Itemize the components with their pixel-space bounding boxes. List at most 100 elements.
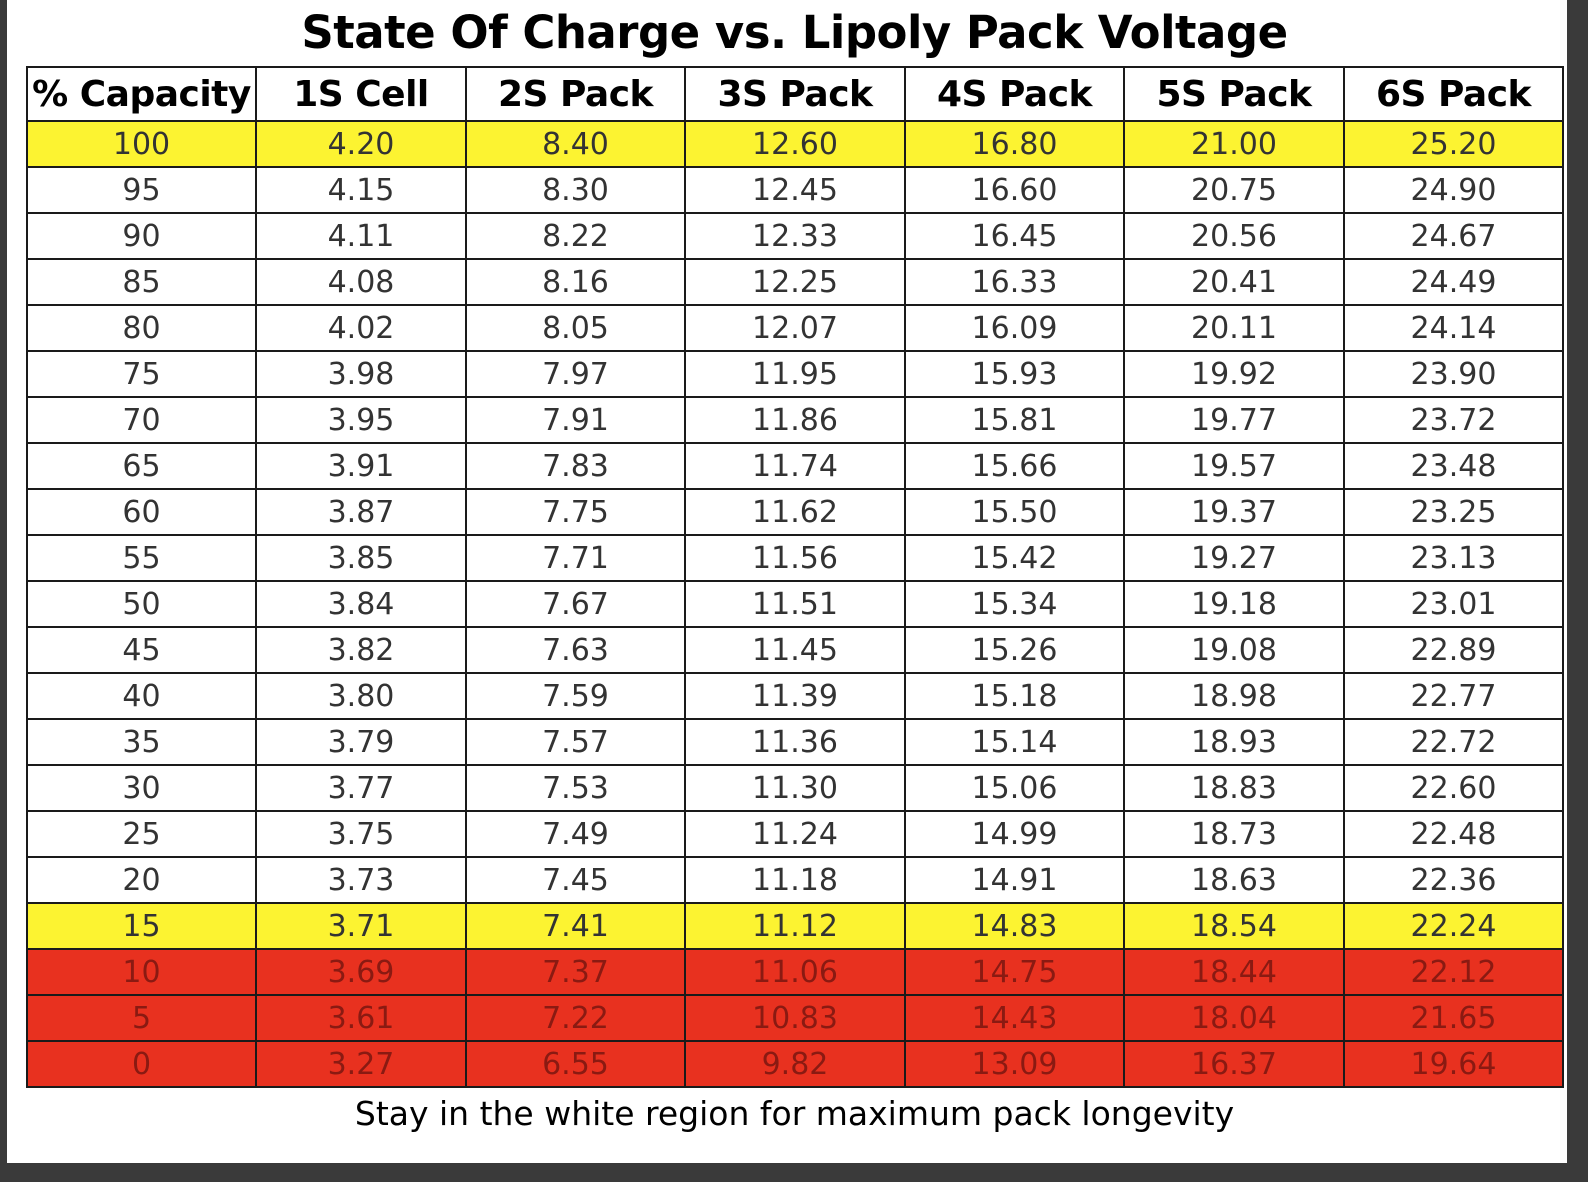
voltage-cell: 15.18 bbox=[904, 672, 1125, 720]
voltage-cell: 18.04 bbox=[1123, 994, 1345, 1042]
voltage-cell: 9.82 bbox=[684, 1040, 906, 1088]
table-row: 55 3.85 7.71 11.56 15.42 19.27 23.13 bbox=[26, 534, 1564, 582]
voltage-cell: 24.49 bbox=[1343, 258, 1564, 306]
voltage-cell: 7.53 bbox=[465, 764, 686, 812]
voltage-cell: 11.62 bbox=[684, 488, 906, 536]
voltage-cell: 22.48 bbox=[1343, 810, 1564, 858]
table-row: 85 4.08 8.16 12.25 16.33 20.41 24.49 bbox=[26, 258, 1564, 306]
capacity-cell: 50 bbox=[26, 580, 257, 628]
voltage-cell: 11.36 bbox=[684, 718, 906, 766]
voltage-cell: 19.57 bbox=[1123, 442, 1345, 490]
chart-title: State Of Charge vs. Lipoly Pack Voltage bbox=[301, 6, 1288, 59]
voltage-cell: 7.37 bbox=[465, 948, 686, 996]
voltage-cell: 15.66 bbox=[904, 442, 1125, 490]
table-row: 95 4.15 8.30 12.45 16.60 20.75 24.90 bbox=[26, 166, 1564, 214]
voltage-cell: 15.50 bbox=[904, 488, 1125, 536]
voltage-cell: 7.71 bbox=[465, 534, 686, 582]
capacity-cell: 100 bbox=[26, 120, 257, 168]
voltage-cell: 21.65 bbox=[1343, 994, 1564, 1042]
voltage-cell: 19.92 bbox=[1123, 350, 1345, 398]
voltage-cell: 22.60 bbox=[1343, 764, 1564, 812]
voltage-cell: 20.56 bbox=[1123, 212, 1345, 260]
capacity-cell: 40 bbox=[26, 672, 257, 720]
voltage-cell: 22.12 bbox=[1343, 948, 1564, 996]
voltage-cell: 11.12 bbox=[684, 902, 906, 950]
voltage-cell: 16.09 bbox=[904, 304, 1125, 352]
voltage-cell: 20.75 bbox=[1123, 166, 1345, 214]
voltage-cell: 3.71 bbox=[255, 902, 467, 950]
voltage-cell: 12.25 bbox=[684, 258, 906, 306]
voltage-cell: 8.40 bbox=[465, 120, 686, 168]
chart-caption: Stay in the white region for maximum pac… bbox=[354, 1094, 1235, 1133]
voltage-cell: 8.30 bbox=[465, 166, 686, 214]
capacity-cell: 85 bbox=[26, 258, 257, 306]
voltage-cell: 22.24 bbox=[1343, 902, 1564, 950]
table-body: 100 4.20 8.40 12.60 16.80 21.00 25.20 95 4.15 8.3… bbox=[26, 120, 1564, 1088]
capacity-cell: 20 bbox=[26, 856, 257, 904]
table-row: 60 3.87 7.75 11.62 15.50 19.37 23.25 bbox=[26, 488, 1564, 536]
table-row: 20 3.73 7.45 11.18 14.91 18.63 22.36 bbox=[26, 856, 1564, 904]
capacity-cell: 10 bbox=[26, 948, 257, 996]
voltage-cell: 7.59 bbox=[465, 672, 686, 720]
voltage-cell: 3.61 bbox=[255, 994, 467, 1042]
table-header: % Capacity 1S Cell 2S Pack 3S Pack 4S Pack 5S… bbox=[26, 66, 1564, 122]
voltage-cell: 3.75 bbox=[255, 810, 467, 858]
voltage-cell: 7.57 bbox=[465, 718, 686, 766]
voltage-cell: 4.11 bbox=[255, 212, 467, 260]
voltage-cell: 23.72 bbox=[1343, 396, 1564, 444]
voltage-cell: 23.13 bbox=[1343, 534, 1564, 582]
capacity-cell: 0 bbox=[26, 1040, 257, 1088]
voltage-cell: 19.77 bbox=[1123, 396, 1345, 444]
voltage-cell: 15.26 bbox=[904, 626, 1125, 674]
voltage-cell: 16.33 bbox=[904, 258, 1125, 306]
table-row: 5 3.61 7.22 10.83 14.43 18.04 21.65 bbox=[26, 994, 1564, 1042]
voltage-cell: 7.22 bbox=[465, 994, 686, 1042]
voltage-cell: 22.77 bbox=[1343, 672, 1564, 720]
chart-frame: State Of Charge vs. Lipoly Pack Voltage … bbox=[7, 0, 1567, 1163]
voltage-cell: 19.27 bbox=[1123, 534, 1345, 582]
capacity-cell: 80 bbox=[26, 304, 257, 352]
voltage-cell: 22.36 bbox=[1343, 856, 1564, 904]
table-row: 75 3.98 7.97 11.95 15.93 19.92 23.90 bbox=[26, 350, 1564, 398]
voltage-cell: 3.27 bbox=[255, 1040, 467, 1088]
voltage-cell: 7.63 bbox=[465, 626, 686, 674]
voltage-cell: 13.09 bbox=[904, 1040, 1125, 1088]
voltage-cell: 7.45 bbox=[465, 856, 686, 904]
capacity-cell: 35 bbox=[26, 718, 257, 766]
voltage-cell: 8.05 bbox=[465, 304, 686, 352]
column-header: 2S Pack bbox=[465, 66, 686, 122]
voltage-cell: 10.83 bbox=[684, 994, 906, 1042]
voltage-cell: 18.63 bbox=[1123, 856, 1345, 904]
voltage-cell: 21.00 bbox=[1123, 120, 1345, 168]
voltage-cell: 4.02 bbox=[255, 304, 467, 352]
voltage-cell: 4.08 bbox=[255, 258, 467, 306]
column-header: 6S Pack bbox=[1343, 66, 1564, 122]
table-row: 15 3.71 7.41 11.12 14.83 18.54 22.24 bbox=[26, 902, 1564, 950]
voltage-cell: 11.39 bbox=[684, 672, 906, 720]
voltage-cell: 3.69 bbox=[255, 948, 467, 996]
voltage-cell: 8.16 bbox=[465, 258, 686, 306]
column-header: 3S Pack bbox=[684, 66, 906, 122]
voltage-cell: 23.01 bbox=[1343, 580, 1564, 628]
voltage-cell: 8.22 bbox=[465, 212, 686, 260]
voltage-cell: 15.81 bbox=[904, 396, 1125, 444]
capacity-cell: 75 bbox=[26, 350, 257, 398]
voltage-cell: 20.11 bbox=[1123, 304, 1345, 352]
capacity-cell: 45 bbox=[26, 626, 257, 674]
voltage-cell: 11.24 bbox=[684, 810, 906, 858]
table-row: 100 4.20 8.40 12.60 16.80 21.00 25.20 bbox=[26, 120, 1564, 168]
table-row: 80 4.02 8.05 12.07 16.09 20.11 24.14 bbox=[26, 304, 1564, 352]
capacity-cell: 15 bbox=[26, 902, 257, 950]
column-header: 5S Pack bbox=[1123, 66, 1345, 122]
capacity-cell: 65 bbox=[26, 442, 257, 490]
voltage-cell: 19.08 bbox=[1123, 626, 1345, 674]
voltage-cell: 24.90 bbox=[1343, 166, 1564, 214]
voltage-cell: 19.37 bbox=[1123, 488, 1345, 536]
voltage-cell: 15.06 bbox=[904, 764, 1125, 812]
voltage-cell: 19.64 bbox=[1343, 1040, 1564, 1088]
voltage-cell: 16.60 bbox=[904, 166, 1125, 214]
voltage-cell: 3.80 bbox=[255, 672, 467, 720]
voltage-cell: 7.83 bbox=[465, 442, 686, 490]
voltage-cell: 11.45 bbox=[684, 626, 906, 674]
voltage-cell: 14.43 bbox=[904, 994, 1125, 1042]
